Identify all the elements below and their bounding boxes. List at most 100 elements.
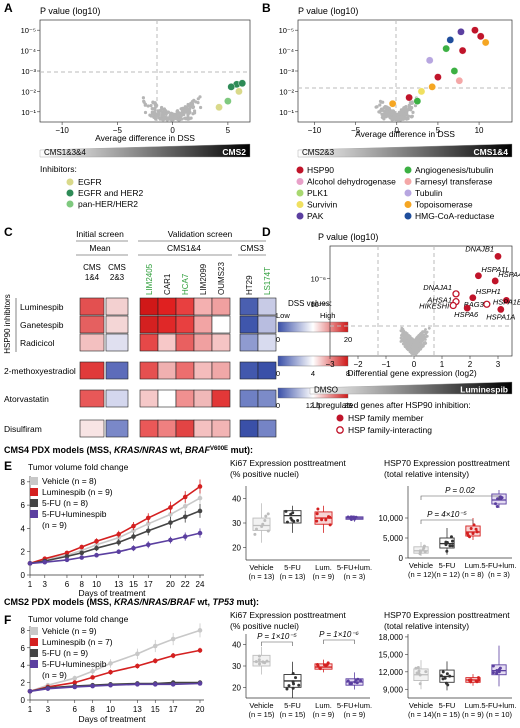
a-grey-points xyxy=(141,95,203,122)
e-ki67-data-point xyxy=(289,516,293,520)
e-xtick-label: 22 xyxy=(181,580,190,589)
d-gene-label: DNAJA1 xyxy=(423,283,452,292)
b-highlight-point xyxy=(428,83,436,91)
e-series-point xyxy=(168,520,173,525)
a-grey-point xyxy=(160,107,164,111)
a-grey-point xyxy=(157,111,161,115)
f-hsp70-data-point xyxy=(495,671,499,675)
e-series-point xyxy=(145,521,151,527)
e-ki67-group-label: 5-FU xyxy=(284,563,301,572)
d-gene-label: HIKESHI xyxy=(419,302,449,311)
e-hsp70-group-n: (n = 12) xyxy=(434,570,461,579)
e-hsp70-data-point xyxy=(496,497,500,501)
c-heatmap-cell xyxy=(239,389,259,408)
e-xtick-label: 1 xyxy=(28,580,33,589)
b-gradient-left: CMS2&3 xyxy=(302,148,335,157)
e-title: CMS4 PDX models (MSS, KRAS/NRAS wt, BRAF… xyxy=(4,445,253,455)
c-col-label: CMS xyxy=(83,263,101,272)
f-series-point xyxy=(72,684,78,690)
a-highlight-point xyxy=(227,83,236,91)
b-highlight-point xyxy=(405,93,413,102)
c-heatmap-cell xyxy=(211,315,231,334)
a-highlight-point xyxy=(224,97,232,105)
a-grey-point xyxy=(142,100,146,104)
a-gradient-left: CMS1&3&4 xyxy=(44,148,86,157)
b-legend-label: HSP90 xyxy=(307,165,334,175)
e-ki67-data-point xyxy=(315,512,319,516)
e-ytick-label: 8 xyxy=(21,478,26,487)
b-legend-swatch xyxy=(404,189,412,197)
c-header-cms14: CMS1&4 xyxy=(167,243,201,253)
b-legend: HSP90 Angiogenesis/tubulin Alcohol dehydro… xyxy=(296,165,495,221)
b-grey-point xyxy=(406,117,410,121)
f-ki67-pvalue: P = 1×10⁻⁶ xyxy=(319,630,359,639)
f-ki67-data-point xyxy=(297,683,301,687)
f-series-point xyxy=(45,686,51,691)
f-xtick-label: 15 xyxy=(151,705,160,714)
f-ki67-data-point xyxy=(287,684,291,688)
e-growth-ylabel: Tumor volume fold change xyxy=(28,462,129,472)
b-grey-point xyxy=(391,109,395,113)
f-xtick-label: 3 xyxy=(46,705,51,714)
e-hsp70-data-point xyxy=(448,544,452,548)
a-grey-point xyxy=(170,112,174,116)
c-heatmap-cell xyxy=(175,419,195,438)
e-hsp70-data-point xyxy=(469,526,473,530)
panel-c: C Initial screen Validation screen Mean … xyxy=(3,225,352,438)
e-ki67-data-point xyxy=(320,518,324,522)
d-highlighted-genes: DNAJB1HSPA1LHSPA4LDNAJA1HSPH1AHSA1BAG3HS… xyxy=(419,244,520,321)
d-grey-point xyxy=(405,339,409,343)
f-hsp70-data-point xyxy=(491,671,495,675)
e-hsp70-title: HSP70 Expression posttreatment xyxy=(384,458,510,468)
d-gene-point xyxy=(469,294,477,302)
d-gene-label: HSPA1B xyxy=(493,297,520,306)
e-hsp70-pvalue: P = 0.02 xyxy=(445,486,475,495)
e-series-point xyxy=(131,523,136,529)
c-heatmap-cell xyxy=(257,315,277,334)
f-hsp70-data-point xyxy=(424,670,428,674)
a-highlight-point xyxy=(235,87,243,96)
f-ytick-label: 0 xyxy=(21,696,26,705)
e-ki67-data-point xyxy=(264,514,268,518)
c-scale-bar xyxy=(277,355,349,367)
e-series-point xyxy=(182,503,188,509)
f-ki67-sig-bracket xyxy=(323,639,355,644)
b-grey-point xyxy=(400,116,404,120)
f-legend-label: Vehicle (n = 9) xyxy=(42,626,97,636)
e-ki67-ytick-label: 30 xyxy=(232,519,241,528)
e-xtick-label: 6 xyxy=(65,580,70,589)
d-x-ticks: −3 −2 −1 0 1 2 3 xyxy=(325,356,501,369)
f-hsp70-ytick-label: 12,000 xyxy=(379,668,404,677)
a-grey-point xyxy=(146,104,150,108)
f-ki67-ytick-label: 20 xyxy=(232,683,241,692)
c-heatmap-cell xyxy=(139,361,159,380)
e-series-point xyxy=(182,514,188,520)
e-hsp70-ytick-label: 10,000 xyxy=(379,514,404,523)
f-hsp70-group-label: 5-FU xyxy=(439,701,456,710)
a-ytick-label: 10⁻³ xyxy=(21,67,36,76)
e-ki67-data-point xyxy=(285,520,289,524)
c-heatmap-cell xyxy=(257,419,277,438)
c-heatmap-cell xyxy=(193,419,213,438)
c-heatmap-cell xyxy=(105,315,129,334)
f-hsp70-ytick-label: 9,000 xyxy=(383,685,404,694)
c-heatmap-cell xyxy=(193,389,213,408)
a-xtick-label: −5 xyxy=(113,126,123,135)
e-legend-swatch xyxy=(30,488,38,496)
e-hsp70-data-point xyxy=(495,504,499,508)
d-grey-point xyxy=(407,346,411,350)
b-legend-label: Tubulin xyxy=(415,188,443,198)
f-ki67-data-point xyxy=(291,686,295,690)
d-gene-label: DNAJB1 xyxy=(465,244,494,253)
d-gradient-bar xyxy=(309,381,513,395)
a-grey-point xyxy=(143,103,147,107)
b-grey-point xyxy=(400,109,404,113)
e-ki67-ytick-label: 40 xyxy=(232,494,241,503)
c-scale-tick: 0 xyxy=(276,335,280,344)
e-series-point xyxy=(79,544,85,550)
b-highlight-point xyxy=(481,38,490,47)
c-heatmap-cell xyxy=(257,361,277,380)
b-xtick-label: 10 xyxy=(475,126,484,135)
